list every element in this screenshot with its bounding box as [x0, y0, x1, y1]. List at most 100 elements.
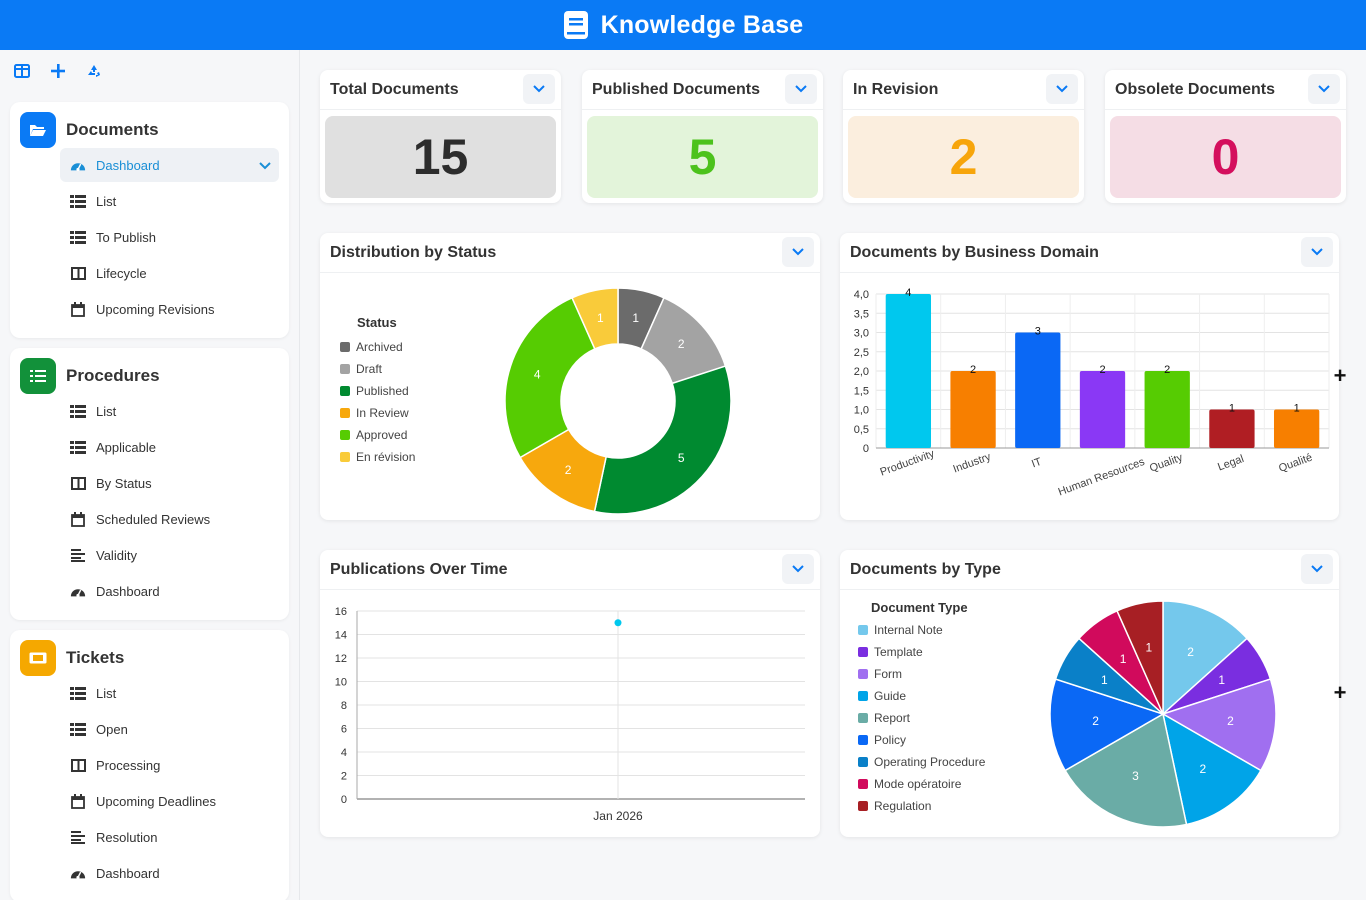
pie-slice[interactable]: [1162, 637, 1272, 715]
sidebar-item-validity[interactable]: Validity: [60, 538, 279, 572]
x-tick-label: Qualité: [1277, 452, 1314, 475]
sidebar-item-upcoming-revisions[interactable]: Upcoming Revisions: [60, 292, 279, 326]
chevron-down-icon[interactable]: [782, 237, 814, 267]
slice-label: 1: [1120, 652, 1127, 666]
pie-slice[interactable]: [1116, 600, 1164, 715]
slice-label: 1: [632, 311, 639, 325]
pie-slice[interactable]: [1049, 678, 1165, 772]
data-point[interactable]: [614, 619, 622, 627]
pie-slice[interactable]: [617, 287, 665, 350]
sidebar-item-applicable[interactable]: Applicable: [60, 430, 279, 464]
bar[interactable]: [1015, 332, 1061, 449]
bar-value-label: 4: [905, 287, 911, 299]
bar[interactable]: [1209, 409, 1255, 449]
bar[interactable]: [885, 294, 932, 448]
legend-item[interactable]: Approved: [340, 424, 415, 446]
legend-item[interactable]: Published: [340, 380, 415, 402]
sidebar-item-list[interactable]: List: [60, 394, 279, 428]
documents-section-header[interactable]: Documents: [20, 112, 159, 148]
book-icon: [70, 757, 86, 773]
legend-item[interactable]: En révision: [340, 446, 415, 468]
type-legend: Document Type Internal Note Template Form G…: [858, 600, 985, 817]
legend-item[interactable]: Mode opératoire: [858, 773, 985, 795]
bar[interactable]: [950, 371, 996, 448]
sidebar-item-scheduled-reviews[interactable]: Scheduled Reviews: [60, 502, 279, 536]
bar[interactable]: [1144, 371, 1190, 448]
pie-slice[interactable]: [640, 296, 727, 385]
stat-value: 0: [1110, 116, 1341, 198]
sidebar-item-label: List: [96, 193, 117, 209]
legend-item[interactable]: Policy: [858, 729, 985, 751]
legend-item[interactable]: In Review: [340, 402, 415, 424]
slice-label: 1: [1101, 673, 1108, 687]
legend-item[interactable]: Template: [858, 641, 985, 663]
sidebar-item-to-publish[interactable]: To Publish: [60, 220, 279, 254]
add-widget-button[interactable]: +: [1333, 680, 1347, 705]
pie-slice[interactable]: [1064, 712, 1188, 828]
legend-item[interactable]: Form: [858, 663, 985, 685]
pie-slice[interactable]: [571, 287, 619, 350]
legend-swatch: [858, 647, 868, 657]
chevron-down-icon[interactable]: [1301, 237, 1333, 267]
pie-slice[interactable]: [1161, 712, 1262, 826]
sidebar-item-lifecycle[interactable]: Lifecycle: [60, 256, 279, 290]
bar-value-label: 2: [970, 364, 976, 376]
add-widget-button[interactable]: +: [1333, 363, 1347, 388]
tickets-section-header[interactable]: Tickets: [20, 640, 124, 676]
pie-slice[interactable]: [1161, 678, 1277, 772]
sidebar-item-open[interactable]: Open: [60, 712, 279, 746]
pie-slice[interactable]: [504, 296, 596, 459]
pie-slice[interactable]: [519, 428, 608, 513]
chevron-down-icon[interactable]: [1301, 554, 1333, 584]
legend-item[interactable]: Guide: [858, 685, 985, 707]
add-icon[interactable]: [48, 62, 68, 80]
card-title: Total Documents: [330, 81, 459, 98]
legend-item[interactable]: Operating Procedure: [858, 751, 985, 773]
pie-slice[interactable]: [1162, 600, 1249, 716]
sidebar-item-resolution[interactable]: Resolution: [60, 820, 279, 854]
pie-slice[interactable]: [1054, 637, 1164, 715]
list-icon: [70, 403, 86, 419]
sidebar-item-label: Open: [96, 721, 128, 737]
sidebar-item-processing[interactable]: Processing: [60, 748, 279, 782]
sidebar-item-label: List: [96, 685, 117, 701]
sidebar-item-label: By Status: [96, 475, 152, 491]
bar[interactable]: [1273, 409, 1320, 449]
chevron-down-icon[interactable]: [785, 74, 817, 104]
sidebar-item-upcoming-deadlines[interactable]: Upcoming Deadlines: [60, 784, 279, 818]
legend-item[interactable]: Draft: [340, 358, 415, 380]
recycle-icon[interactable]: [84, 62, 104, 80]
legend-item[interactable]: Archived: [340, 336, 415, 358]
sidebar-item-by-status[interactable]: By Status: [60, 466, 279, 500]
chevron-down-icon[interactable]: [1308, 74, 1340, 104]
chevron-down-icon[interactable]: [523, 74, 555, 104]
pie-slice[interactable]: [593, 365, 732, 515]
sidebar-item-dashboard[interactable]: Dashboard: [60, 148, 279, 182]
legend-label: Mode opératoire: [874, 777, 962, 791]
sidebar: Documents Dashboard List To Publish Life…: [0, 50, 300, 900]
gauge-icon: [70, 157, 86, 173]
sidebar-item-dashboard[interactable]: Dashboard: [60, 856, 279, 890]
sidebar-item-label: To Publish: [96, 229, 156, 245]
procedures-section-header[interactable]: Procedures: [20, 358, 160, 394]
legend-swatch: [858, 801, 868, 811]
pie-slice[interactable]: [1077, 609, 1164, 715]
slice-label: 5: [678, 451, 685, 465]
legend-swatch: [340, 408, 350, 418]
slice-label: 2: [1227, 714, 1234, 728]
chevron-down-icon[interactable]: [782, 554, 814, 584]
sidebar-item-dashboard[interactable]: Dashboard: [60, 574, 279, 608]
sidebar-item-list[interactable]: List: [60, 676, 279, 710]
legend-item[interactable]: Report: [858, 707, 985, 729]
sidebar-item-list[interactable]: List: [60, 184, 279, 218]
legend-item[interactable]: Regulation: [858, 795, 985, 817]
legend-label: Operating Procedure: [874, 755, 986, 769]
x-tick-label: Industry: [952, 451, 993, 476]
legend-item[interactable]: Internal Note: [858, 619, 985, 641]
list-icon: [70, 439, 86, 455]
bar[interactable]: [1079, 371, 1126, 448]
chevron-down-icon[interactable]: [259, 158, 271, 173]
panel-icon[interactable]: [12, 62, 32, 80]
tickets-section: Tickets List Open Processing Upcoming De…: [10, 630, 289, 900]
chevron-down-icon[interactable]: [1046, 74, 1078, 104]
